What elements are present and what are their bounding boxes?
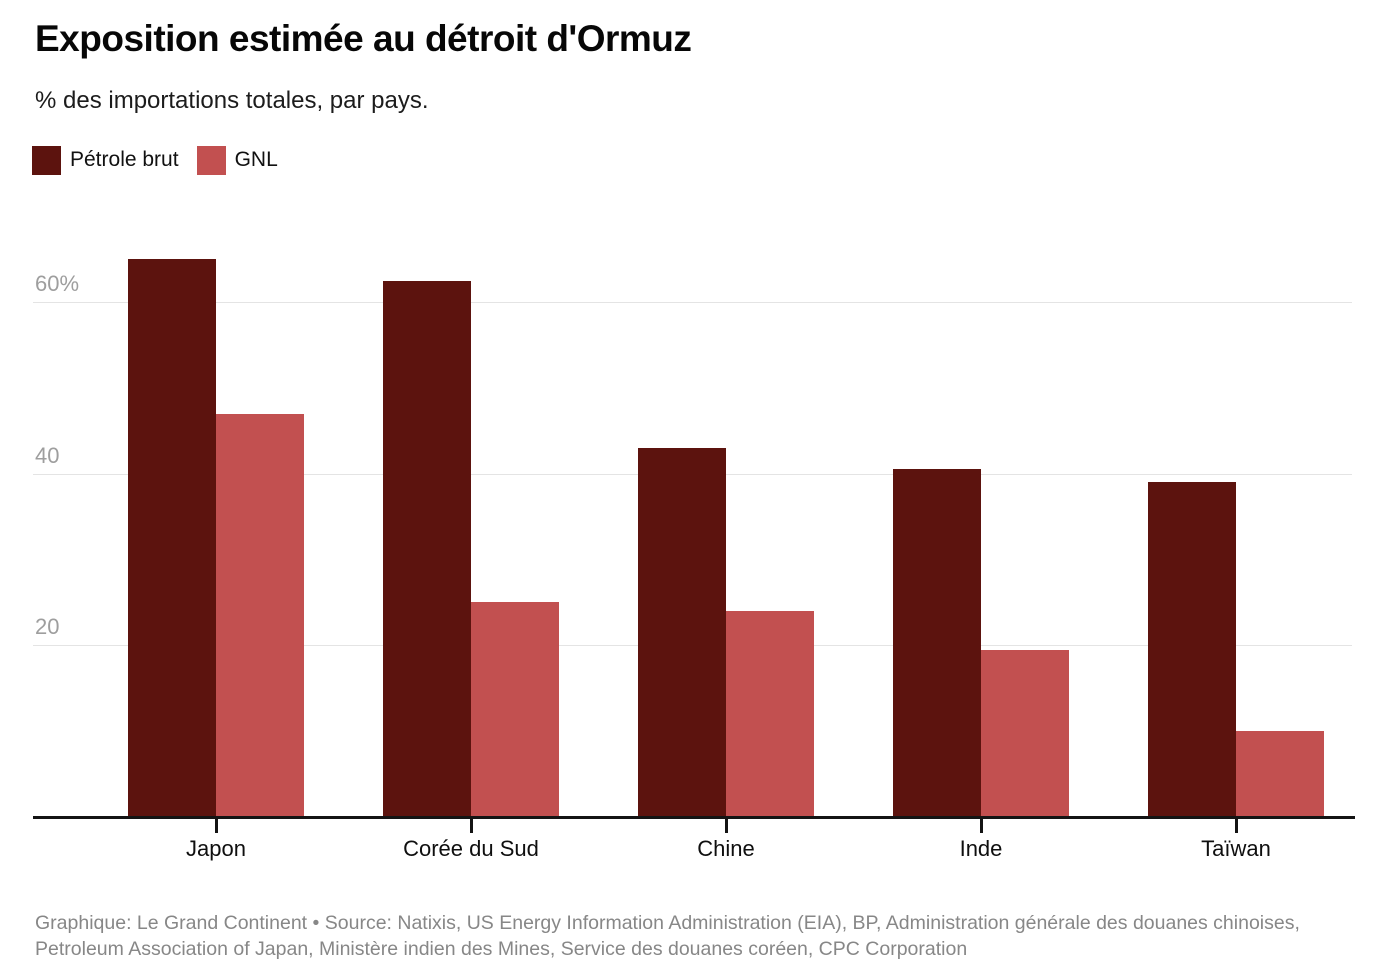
- legend-item-gnl: GNL: [196, 145, 278, 175]
- legend: Pétrole brut GNL: [32, 145, 278, 175]
- x-axis-label-chine: Chine: [697, 836, 755, 861]
- chart-title: Exposition estimée au détroit d'Ormuz: [35, 18, 692, 59]
- bar-gnl-japon: [216, 414, 304, 817]
- gridline-60: [33, 302, 1352, 303]
- bar-gnl-taiwan: [1236, 731, 1324, 817]
- legend-swatch-gnl: [196, 145, 226, 175]
- x-axis-tick-japon: [215, 819, 218, 833]
- x-axis-baseline: [33, 816, 1355, 819]
- bar-petrole-brut-chine: [638, 448, 726, 817]
- x-axis-label-inde: Inde: [959, 836, 1003, 861]
- bar-petrole-brut-japon: [128, 259, 216, 817]
- bar-petrole-brut-taiwan: [1148, 482, 1236, 817]
- y-axis-label-20: 20: [35, 614, 60, 639]
- x-axis-label-coree-du-sud: Corée du Sud: [403, 836, 539, 861]
- bar-petrole-brut-inde: [893, 469, 981, 817]
- x-axis-tick-coree-du-sud: [470, 819, 473, 833]
- legend-label-petrole-brut: Pétrole brut: [70, 148, 179, 171]
- y-axis-label-40: 40: [35, 443, 60, 468]
- bar-petrole-brut-coree-du-sud: [383, 281, 471, 817]
- bar-gnl-chine: [726, 611, 814, 817]
- x-axis-label-taiwan: Taïwan: [1201, 836, 1271, 861]
- x-axis-tick-taiwan: [1235, 819, 1238, 833]
- legend-swatch-petrole-brut: [32, 145, 61, 175]
- chart-subtitle: % des importations totales, par pays.: [35, 87, 429, 114]
- x-axis-label-japon: Japon: [186, 836, 246, 861]
- bar-gnl-inde: [981, 650, 1069, 817]
- legend-label-gnl: GNL: [234, 148, 278, 171]
- source-note: Graphique: Le Grand Continent • Source: …: [35, 912, 1300, 960]
- y-axis-label-60: 60%: [35, 271, 80, 296]
- bar-gnl-coree-du-sud: [471, 602, 559, 817]
- x-axis-tick-inde: [980, 819, 983, 833]
- legend-item-petrole-brut: Pétrole brut: [32, 145, 179, 175]
- x-axis-tick-chine: [725, 819, 728, 833]
